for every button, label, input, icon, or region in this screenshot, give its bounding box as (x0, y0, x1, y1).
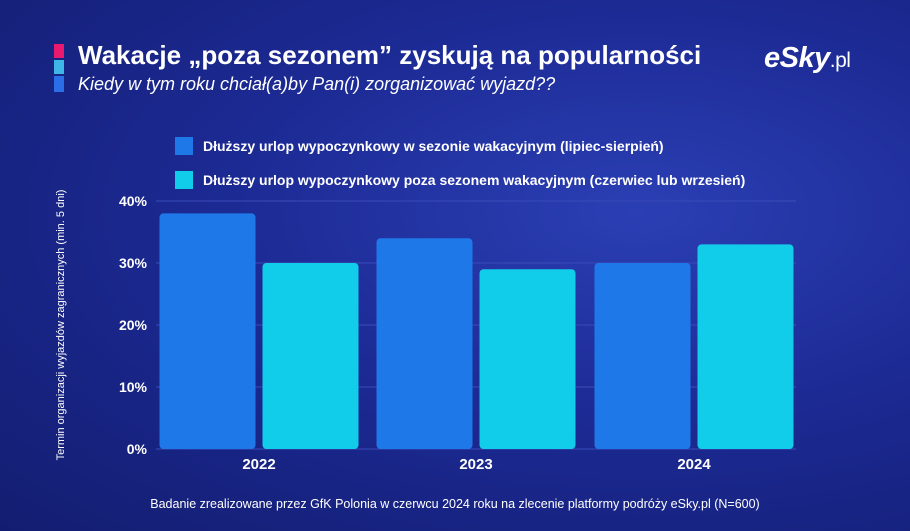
accent-bar-pink (54, 44, 64, 58)
y-tick-label: 20% (119, 317, 148, 333)
bar-in-season-2022 (159, 213, 256, 449)
y-tick-label: 40% (119, 193, 148, 209)
chart-title: Wakacje „poza sezonem” zyskują na popula… (78, 40, 702, 70)
bar-off-season-2024 (697, 244, 794, 449)
legend-label-in-season: Dłuższy urlop wypoczynkowy w sezonie wak… (203, 138, 664, 154)
bar-off-season-2023 (479, 269, 576, 449)
chart-subtitle: Kiedy w tym roku chciał(a)by Pan(i) zorg… (78, 74, 556, 94)
legend-swatch-in-season (175, 137, 193, 155)
legend-label-off-season: Dłuższy urlop wypoczynkowy poza sezonem … (203, 172, 746, 188)
y-axis-label: Termin organizacji wyjazdów zagranicznyc… (55, 190, 67, 461)
y-tick-label: 10% (119, 379, 148, 395)
x-tick-label: 2024 (677, 456, 711, 473)
x-tick-label: 2022 (242, 456, 275, 473)
y-tick-label: 30% (119, 255, 148, 271)
bar-in-season-2023 (376, 238, 473, 449)
x-tick-label: 2023 (459, 456, 492, 473)
accent-bar-blue (54, 76, 64, 92)
legend-item-in-season: Dłuższy urlop wypoczynkowy w sezonie wak… (175, 136, 664, 156)
bar-off-season-2022 (262, 263, 359, 449)
esky-logo: eSky.pl (764, 42, 851, 75)
legend-item-off-season: Dłuższy urlop wypoczynkowy poza sezonem … (175, 170, 745, 190)
bar-in-season-2024 (594, 263, 691, 449)
legend-swatch-off-season (175, 171, 193, 189)
logo-text: eSky (764, 42, 830, 74)
logo-suffix: .pl (829, 49, 851, 72)
accent-bar-lightblue (54, 60, 64, 74)
y-tick-label: 0% (127, 441, 148, 457)
footnote: Badanie zrealizowane przez GfK Polonia w… (150, 497, 760, 511)
